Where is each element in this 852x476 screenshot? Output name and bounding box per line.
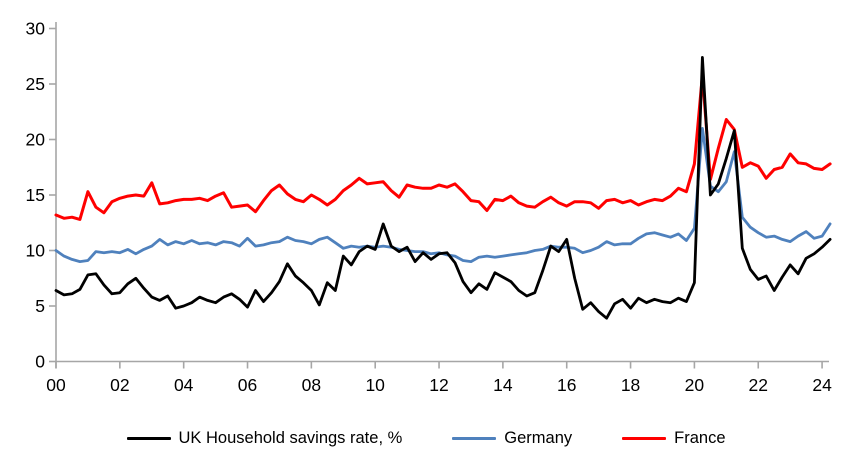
legend-label-uk: UK Household savings rate, % xyxy=(178,429,403,447)
y-tick-label: 25 xyxy=(26,74,45,94)
series-line-germany xyxy=(54,126,832,264)
france-line-swatch xyxy=(622,436,667,440)
series-line-uk-household-savings-rate xyxy=(54,56,832,320)
y-tick-label: 5 xyxy=(35,296,45,316)
x-tick-label: 10 xyxy=(365,375,385,395)
legend-label-germany: Germany xyxy=(504,429,573,447)
x-tick-label: 16 xyxy=(557,375,576,395)
series-line-france xyxy=(54,73,832,221)
x-tick-label: 06 xyxy=(238,375,257,395)
x-tick-label: 12 xyxy=(429,375,448,395)
x-tick-label: 24 xyxy=(812,375,832,395)
chart-svg: 0 5 10 15 20 25 30 00 02 04 06 08 10 12 14 16 18 20 22 24 xyxy=(26,19,833,396)
y-tick-label: 10 xyxy=(26,241,46,261)
x-tick-label: 18 xyxy=(621,375,640,395)
y-tick-label: 30 xyxy=(26,19,46,39)
y-tick-label: 0 xyxy=(35,352,45,372)
chart-legend: UK Household savings rate, % Germany Fra… xyxy=(0,430,852,447)
x-tick-label: 20 xyxy=(685,375,705,395)
x-tick-label: 08 xyxy=(302,375,321,395)
x-tick-label: 04 xyxy=(174,375,194,395)
legend-label-france: France xyxy=(674,429,726,447)
uk-line-swatch xyxy=(126,436,171,440)
x-tick-label: 14 xyxy=(493,375,513,395)
x-tick-label: 02 xyxy=(110,375,129,395)
legend-item-france: France xyxy=(622,429,726,447)
y-tick-label: 15 xyxy=(26,185,45,205)
y-tick-label: 20 xyxy=(26,130,46,150)
legend-item-germany: Germany xyxy=(452,430,572,447)
legend-item-uk: UK Household savings rate, % xyxy=(126,429,403,447)
x-tick-label: 22 xyxy=(749,375,768,395)
germany-line-swatch xyxy=(452,436,497,440)
x-tick-label: 00 xyxy=(46,375,66,395)
